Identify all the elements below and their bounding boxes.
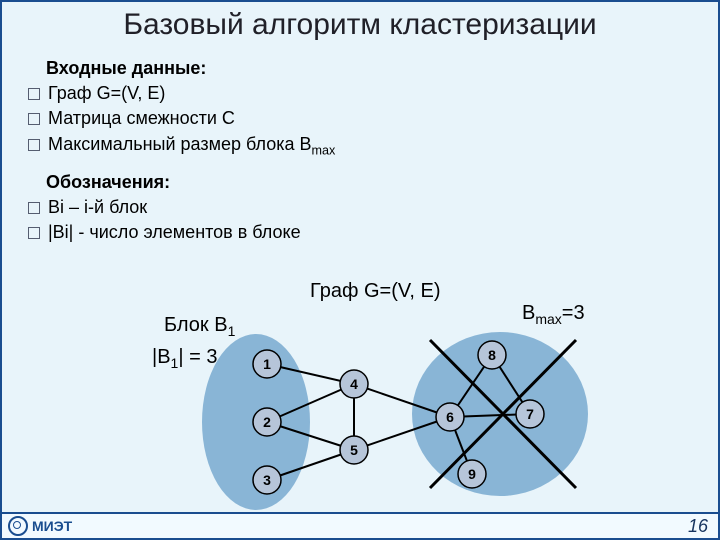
logo-icon	[8, 516, 28, 536]
graph-node-label: 6	[446, 409, 454, 425]
graph-node-label: 7	[526, 406, 534, 422]
slide: Базовый алгоритм кластеризации Входные д…	[0, 0, 720, 540]
footer-bar: МИЭТ 16	[2, 512, 718, 538]
graph-node-label: 5	[350, 442, 358, 458]
graph-node-label: 4	[350, 376, 358, 392]
graph-node-label: 3	[263, 472, 271, 488]
page-number: 16	[688, 516, 708, 537]
graph-node-label: 1	[263, 356, 271, 372]
logo-text: МИЭТ	[32, 518, 72, 534]
graph-node-label: 2	[263, 414, 271, 430]
graph-node-label: 8	[488, 347, 496, 363]
graph-diagram: 1 2 3 4 5 6 7 8 9	[2, 2, 720, 540]
graph-node-label: 9	[468, 466, 476, 482]
logo: МИЭТ	[8, 516, 72, 536]
